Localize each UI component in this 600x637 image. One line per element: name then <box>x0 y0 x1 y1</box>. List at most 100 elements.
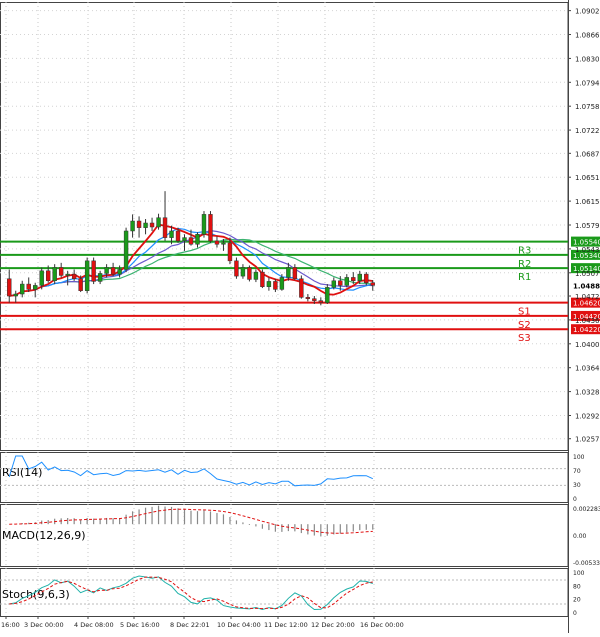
candle-bull <box>33 285 38 290</box>
candle-bear <box>214 240 220 245</box>
level-tag-s1 <box>571 297 600 308</box>
candle-bear <box>45 270 51 282</box>
candle-bull <box>331 280 337 288</box>
price-tick-label: 1.07220 <box>575 127 600 135</box>
candle-bear <box>292 267 298 280</box>
candle-bull <box>201 214 207 235</box>
candle-bull <box>253 271 259 280</box>
price-tick-label: 1.03640 <box>575 365 600 373</box>
candle-bear <box>208 214 213 242</box>
candle-bull <box>240 267 246 277</box>
time-label: 4 Dec 08:00 <box>74 621 114 629</box>
candle-bear <box>364 273 369 283</box>
level-tag-label-r1: 1.05140 <box>573 265 600 273</box>
current-price-label: 1.04881 <box>573 282 600 290</box>
level-name-s2: S2 <box>518 320 531 331</box>
price-tick-label: 1.03280 <box>575 389 600 397</box>
candle-bear <box>136 220 142 228</box>
level-tag-label-s3: 1.04220 <box>573 326 600 334</box>
price-tick-label: 1.08660 <box>575 32 600 40</box>
candle-bear <box>234 260 239 277</box>
candle-bull <box>97 273 103 282</box>
candle-bull <box>279 277 285 290</box>
price-tick-label: 1.06510 <box>575 174 600 182</box>
panel-frame-3 <box>0 568 569 617</box>
macd-tick-label: -0.005335 <box>573 560 600 567</box>
level-tag-s3 <box>571 324 600 335</box>
candle-bull <box>195 234 200 245</box>
candle-bear <box>58 267 64 276</box>
stoch-tick-label: 0 <box>573 610 577 617</box>
candle-bull <box>357 273 362 282</box>
rsi-tick-label: 70 <box>573 468 581 475</box>
price-tick-label: 1.05070 <box>575 270 600 278</box>
level-tag-r2 <box>571 249 600 260</box>
level-tag-s2 <box>571 310 600 321</box>
candle-bear <box>227 242 233 262</box>
candle-bull <box>156 217 161 228</box>
candle-bear <box>312 298 317 301</box>
candle-bear <box>188 237 194 245</box>
candle-bull <box>52 267 57 282</box>
rsi-label: RSI(14) <box>2 466 42 479</box>
candle-bull <box>13 293 18 297</box>
candle-bear <box>71 273 77 280</box>
stoch-tick-label: 20 <box>573 597 581 604</box>
price-tick-label: 1.06150 <box>575 198 600 206</box>
price-tick-label: 1.04720 <box>575 293 600 301</box>
rsi-tick-label: 30 <box>573 482 581 489</box>
time-label: 5 Dec 16:00 <box>120 621 160 629</box>
level-tag-r1 <box>571 263 600 274</box>
stoch-k-line <box>9 575 373 611</box>
candle-bear <box>305 297 311 299</box>
level-tag-label-r3: 1.05540 <box>573 239 600 247</box>
candle-bull <box>182 237 187 242</box>
candle-bull <box>344 277 349 286</box>
stoch-tick-label: 100 <box>573 570 585 577</box>
level-tag-label-r2: 1.05340 <box>573 252 600 260</box>
time-label: 10 Dec 04:00 <box>217 621 261 629</box>
candle-bull <box>266 281 272 287</box>
candle-bear <box>110 267 116 275</box>
candle-bear <box>175 230 181 242</box>
price-tick-label: 1.08300 <box>575 55 600 63</box>
level-tag-label-s1: 1.04620 <box>573 300 600 308</box>
price-tick-label: 1.09020 <box>575 8 600 16</box>
price-tick-label: 1.04000 <box>575 341 600 349</box>
candle-bear <box>351 277 356 282</box>
time-label: 16:00 <box>1 621 20 629</box>
level-name-r1: R1 <box>518 272 531 283</box>
candle-bear <box>7 278 12 297</box>
time-label: 12 Dec 20:00 <box>311 621 355 629</box>
candle-bull <box>325 287 330 303</box>
time-label: 8 Dec 22:01 <box>170 621 210 629</box>
candle-bear <box>247 267 252 280</box>
level-name-s3: S3 <box>518 333 531 344</box>
candle-bear <box>260 271 265 287</box>
time-label: 3 Dec 00:00 <box>24 621 64 629</box>
current-price-tag <box>571 280 600 291</box>
candle-bear <box>370 282 375 286</box>
time-label: 16 Dec 00:00 <box>360 621 404 629</box>
price-tick-label: 1.06870 <box>575 150 600 158</box>
candle-bull <box>169 230 174 238</box>
candle-bear <box>299 278 304 298</box>
level-tag-label-s2: 1.04420 <box>573 313 600 321</box>
candle-bull <box>117 269 122 275</box>
candle-bear <box>273 281 278 290</box>
price-tick-label: 1.07580 <box>575 103 600 111</box>
candle-bull <box>20 283 25 295</box>
panel-frame-0 <box>0 2 569 451</box>
candle-bear <box>78 278 83 291</box>
rsi-line <box>8 455 374 487</box>
stoch-label: Stoch(9,6,3) <box>2 588 70 601</box>
candle-bull <box>221 242 226 245</box>
candle-bear <box>338 280 343 286</box>
stoch-d-line <box>9 576 373 610</box>
price-tick-label: 1.05430 <box>575 246 600 254</box>
level-tag-r3 <box>571 236 600 247</box>
level-name-s1: S1 <box>518 307 531 318</box>
candle-bull <box>123 230 129 270</box>
candle-bull <box>65 273 70 276</box>
macd-tick-label: 0.00 <box>573 533 587 540</box>
